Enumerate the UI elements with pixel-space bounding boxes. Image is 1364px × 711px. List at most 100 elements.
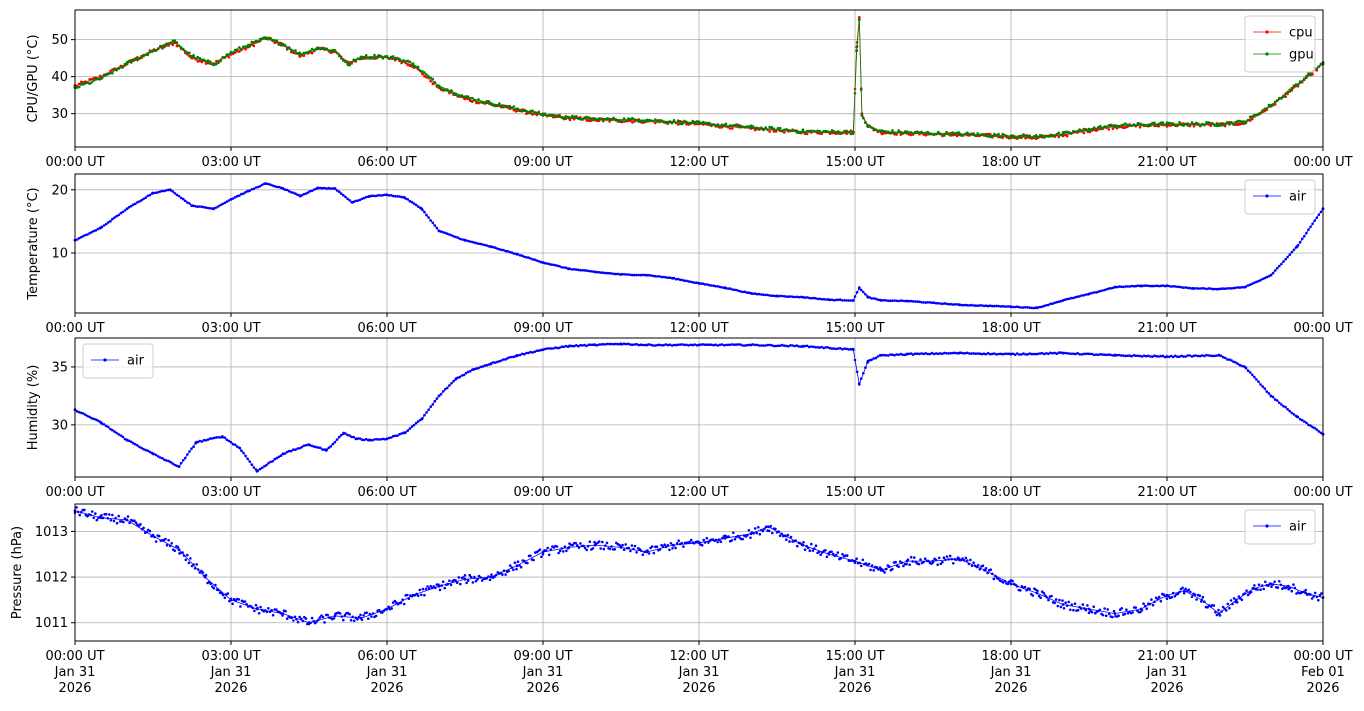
series-point-air	[113, 430, 116, 433]
series-point-air	[562, 345, 566, 349]
series-point-air	[466, 579, 470, 582]
series-point-air	[104, 222, 108, 226]
series-point-gpu	[845, 129, 848, 133]
data-point-air	[957, 557, 961, 561]
series-point-air	[84, 233, 87, 237]
series-point-air	[142, 526, 145, 530]
data-point-air	[420, 207, 424, 211]
series-point-air	[1264, 580, 1267, 584]
legend-label-air: air	[1289, 520, 1307, 535]
series-point-air	[1044, 594, 1047, 597]
series-point-gpu	[911, 132, 915, 135]
series-point-air	[400, 432, 403, 435]
series-point-gpu	[1192, 122, 1196, 126]
legend-label-air: air	[1289, 190, 1307, 205]
series-point-air	[1059, 605, 1063, 609]
series-point-air	[173, 549, 177, 553]
series-point-air	[638, 547, 641, 551]
series-point-air	[1212, 604, 1216, 607]
series-point-gpu	[198, 57, 202, 60]
series-point-air	[978, 352, 982, 356]
series-point-air	[134, 202, 137, 206]
series-point-air	[123, 209, 127, 212]
series-point-air	[1231, 602, 1234, 606]
series-point-air	[370, 615, 373, 618]
data-point-air	[316, 186, 320, 190]
series-point-air	[587, 343, 591, 347]
series-point-air	[267, 182, 270, 186]
series-point-gpu	[658, 118, 661, 122]
series-point-gpu	[639, 120, 643, 123]
series-point-cpu	[1209, 124, 1212, 128]
series-point-air	[1240, 364, 1244, 368]
series-point-air	[934, 558, 938, 562]
series-point-air	[510, 355, 514, 359]
series-point-air	[406, 429, 410, 432]
series-point-air	[1199, 354, 1202, 358]
series-point-air	[672, 343, 676, 347]
series-point-gpu	[379, 54, 383, 58]
series-point-air	[367, 617, 370, 620]
series-point-air	[1128, 285, 1131, 288]
series-point-air	[616, 342, 620, 346]
series-point-air	[722, 344, 726, 347]
series-point-air	[1300, 237, 1304, 241]
series-point-cpu	[976, 134, 979, 138]
series-point-air	[632, 547, 635, 551]
series-point-air	[810, 345, 813, 348]
series-point-air	[585, 548, 588, 552]
series-point-air	[670, 344, 674, 347]
series-point-air	[1275, 399, 1279, 402]
series-point-air	[859, 564, 863, 568]
series-point-air	[859, 288, 863, 292]
series-point-air	[901, 299, 905, 303]
series-point-gpu	[687, 121, 690, 125]
y-tick-label: 40	[51, 70, 68, 85]
series-point-air	[479, 242, 482, 246]
series-point-air	[1230, 287, 1233, 290]
series-point-gpu	[1234, 120, 1237, 124]
series-point-air	[427, 587, 431, 590]
series-point-air	[131, 203, 135, 206]
series-point-air	[290, 616, 294, 620]
series-point-air	[344, 195, 347, 199]
series-point-gpu	[591, 118, 595, 122]
series-point-air	[176, 545, 180, 549]
series-point-gpu	[186, 51, 189, 54]
series-point-cpu	[1157, 124, 1160, 128]
series-point-air	[970, 564, 974, 568]
series-point-air	[901, 353, 905, 357]
series-point-air	[1080, 294, 1083, 297]
series-point-air	[243, 600, 247, 603]
data-point-air	[151, 534, 155, 538]
series-point-air	[1109, 353, 1113, 357]
series-point-air	[535, 349, 539, 353]
series-point-gpu	[450, 89, 453, 92]
series-point-gpu	[1288, 88, 1291, 92]
series-point-air	[275, 456, 279, 460]
series-point-air	[674, 343, 678, 347]
series-point-air	[797, 345, 801, 348]
data-point-gpu	[851, 130, 855, 134]
series-point-air	[589, 343, 593, 347]
series-point-gpu	[1282, 95, 1285, 98]
data-point-gpu	[1087, 127, 1091, 131]
series-point-air	[1139, 610, 1142, 614]
series-point-air	[972, 561, 975, 564]
series-point-air	[1087, 611, 1091, 615]
series-point-air	[984, 352, 988, 356]
series-point-gpu	[389, 55, 393, 59]
series-point-gpu	[726, 125, 730, 129]
legend-marker-cpu	[1265, 30, 1269, 34]
series-point-air	[664, 545, 668, 549]
series-point-gpu	[1171, 123, 1175, 126]
series-point-air	[1070, 352, 1073, 356]
series-point-air	[602, 342, 605, 346]
series-point-air	[498, 247, 501, 251]
series-point-air	[285, 617, 289, 620]
series-point-gpu	[1261, 109, 1264, 112]
series-point-air	[396, 195, 399, 198]
series-point-air	[173, 463, 177, 467]
series-point-air	[556, 264, 559, 268]
series-point-air	[383, 438, 387, 441]
